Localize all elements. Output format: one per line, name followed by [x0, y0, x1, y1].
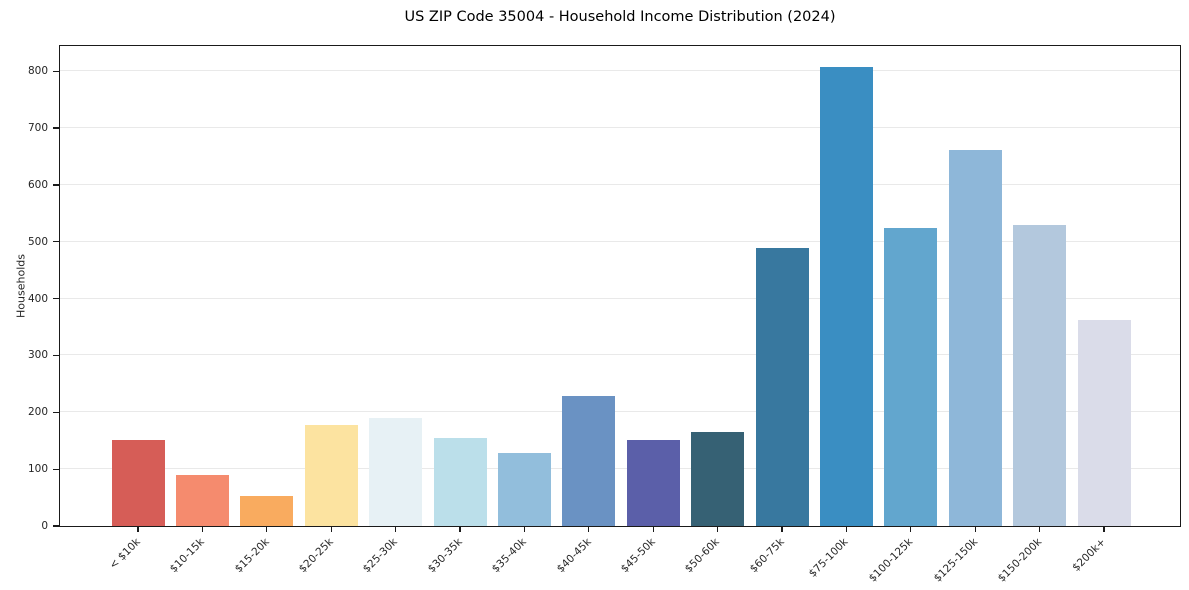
- gridline-200: [60, 411, 1180, 413]
- x-tick-mark-8: [652, 526, 654, 532]
- y-tick-label-700: 700: [27, 122, 48, 135]
- x-tick-label-4: $25-30k: [361, 536, 401, 576]
- x-tick-mark-12: [910, 526, 912, 532]
- x-tick-label-1: $10-15k: [167, 536, 207, 576]
- x-tick-mark-5: [459, 526, 461, 532]
- gridline-400: [60, 297, 1180, 299]
- x-tick-label-13: $125-150k: [931, 536, 980, 585]
- x-tick-mark-11: [845, 526, 848, 532]
- y-tick-label-100: 100: [27, 463, 48, 476]
- bar-< $10k: [111, 439, 165, 526]
- x-tick-label-9: $50-60k: [683, 536, 723, 576]
- x-tick-mark-2: [266, 526, 268, 532]
- y-tick-label-600: 600: [27, 178, 48, 191]
- chart-title: US ZIP Code 35004 - Household Income Dis…: [404, 9, 836, 25]
- y-tick-label-200: 200: [27, 406, 48, 419]
- y-tick-mark-700: [53, 127, 59, 129]
- x-tick-label-2: $15-20k: [232, 536, 272, 576]
- bar-$20-25k: [304, 425, 358, 526]
- x-tick-mark-4: [394, 526, 397, 532]
- gridline-800: [60, 70, 1180, 72]
- bar-$25-30k: [369, 418, 423, 526]
- x-tick-label-0: < $10k: [106, 536, 143, 572]
- x-tick-label-15: $200k+: [1070, 536, 1109, 574]
- bar-$75-100k: [819, 67, 873, 526]
- bar-$40-45k: [562, 395, 616, 526]
- y-tick-mark-200: [53, 411, 59, 413]
- y-tick-mark-0: [53, 525, 59, 527]
- x-tick-mark-3: [330, 526, 332, 532]
- x-tick-mark-13: [974, 526, 976, 532]
- x-tick-label-10: $60-75k: [747, 536, 787, 576]
- y-axis-title: Households: [14, 254, 28, 318]
- y-tick-mark-400: [53, 298, 59, 300]
- x-tick-label-14: $150-200k: [995, 536, 1045, 585]
- plot-area: 0 100 200 300 400 500 600 700 800 < $10k $10-15k $1…: [28, 45, 1181, 585]
- bar-$100-125k: [884, 227, 938, 526]
- x-tick-mark-7: [588, 526, 590, 532]
- bar-$50-60k: [691, 432, 745, 526]
- bar-$60-75k: [755, 247, 809, 526]
- bar-$200k+: [1077, 319, 1131, 526]
- gridline-700: [60, 127, 1180, 129]
- y-tick-mark-300: [53, 354, 59, 357]
- gridline-100: [60, 468, 1180, 470]
- bar-$45-50k: [626, 439, 680, 526]
- bar-$35-40k: [497, 452, 551, 526]
- x-tick-mark-10: [781, 526, 783, 532]
- bar-$15-20k: [240, 495, 294, 526]
- x-tick-label-5: $30-35k: [425, 536, 465, 576]
- y-tick-mark-600: [53, 184, 59, 186]
- x-tick-mark-14: [1038, 526, 1041, 532]
- bar-$150-200k: [1013, 224, 1067, 526]
- y-tick-mark-100: [53, 468, 59, 470]
- bar-$30-35k: [433, 437, 487, 526]
- x-tick-mark-1: [201, 526, 204, 532]
- gridline-300: [60, 354, 1180, 356]
- y-tick-label-0: 0: [41, 520, 48, 532]
- bar-$125-150k: [948, 150, 1002, 526]
- x-tick-label-11: $75-100k: [807, 536, 851, 580]
- y-tick-label-800: 800: [27, 65, 48, 78]
- bar-$10-15k: [175, 475, 229, 526]
- x-tick-label-12: $100-125k: [866, 536, 916, 585]
- x-tick-label-7: $40-45k: [554, 536, 594, 576]
- y-tick-label-500: 500: [27, 235, 48, 248]
- gridline-500: [60, 240, 1180, 242]
- x-tick-mark-6: [523, 526, 526, 532]
- y-tick-label-400: 400: [27, 292, 48, 305]
- gridline-600: [60, 183, 1180, 185]
- x-tick-label-3: $20-25k: [296, 536, 336, 576]
- x-tick-label-6: $35-40k: [489, 536, 529, 576]
- y-tick-mark-500: [53, 241, 59, 243]
- x-tick-mark-15: [1103, 526, 1105, 532]
- x-tick-label-8: $45-50k: [618, 536, 658, 576]
- y-tick-mark-800: [53, 70, 59, 72]
- x-tick-mark-0: [137, 526, 139, 532]
- x-tick-mark-9: [716, 526, 719, 532]
- y-tick-label-300: 300: [27, 349, 48, 362]
